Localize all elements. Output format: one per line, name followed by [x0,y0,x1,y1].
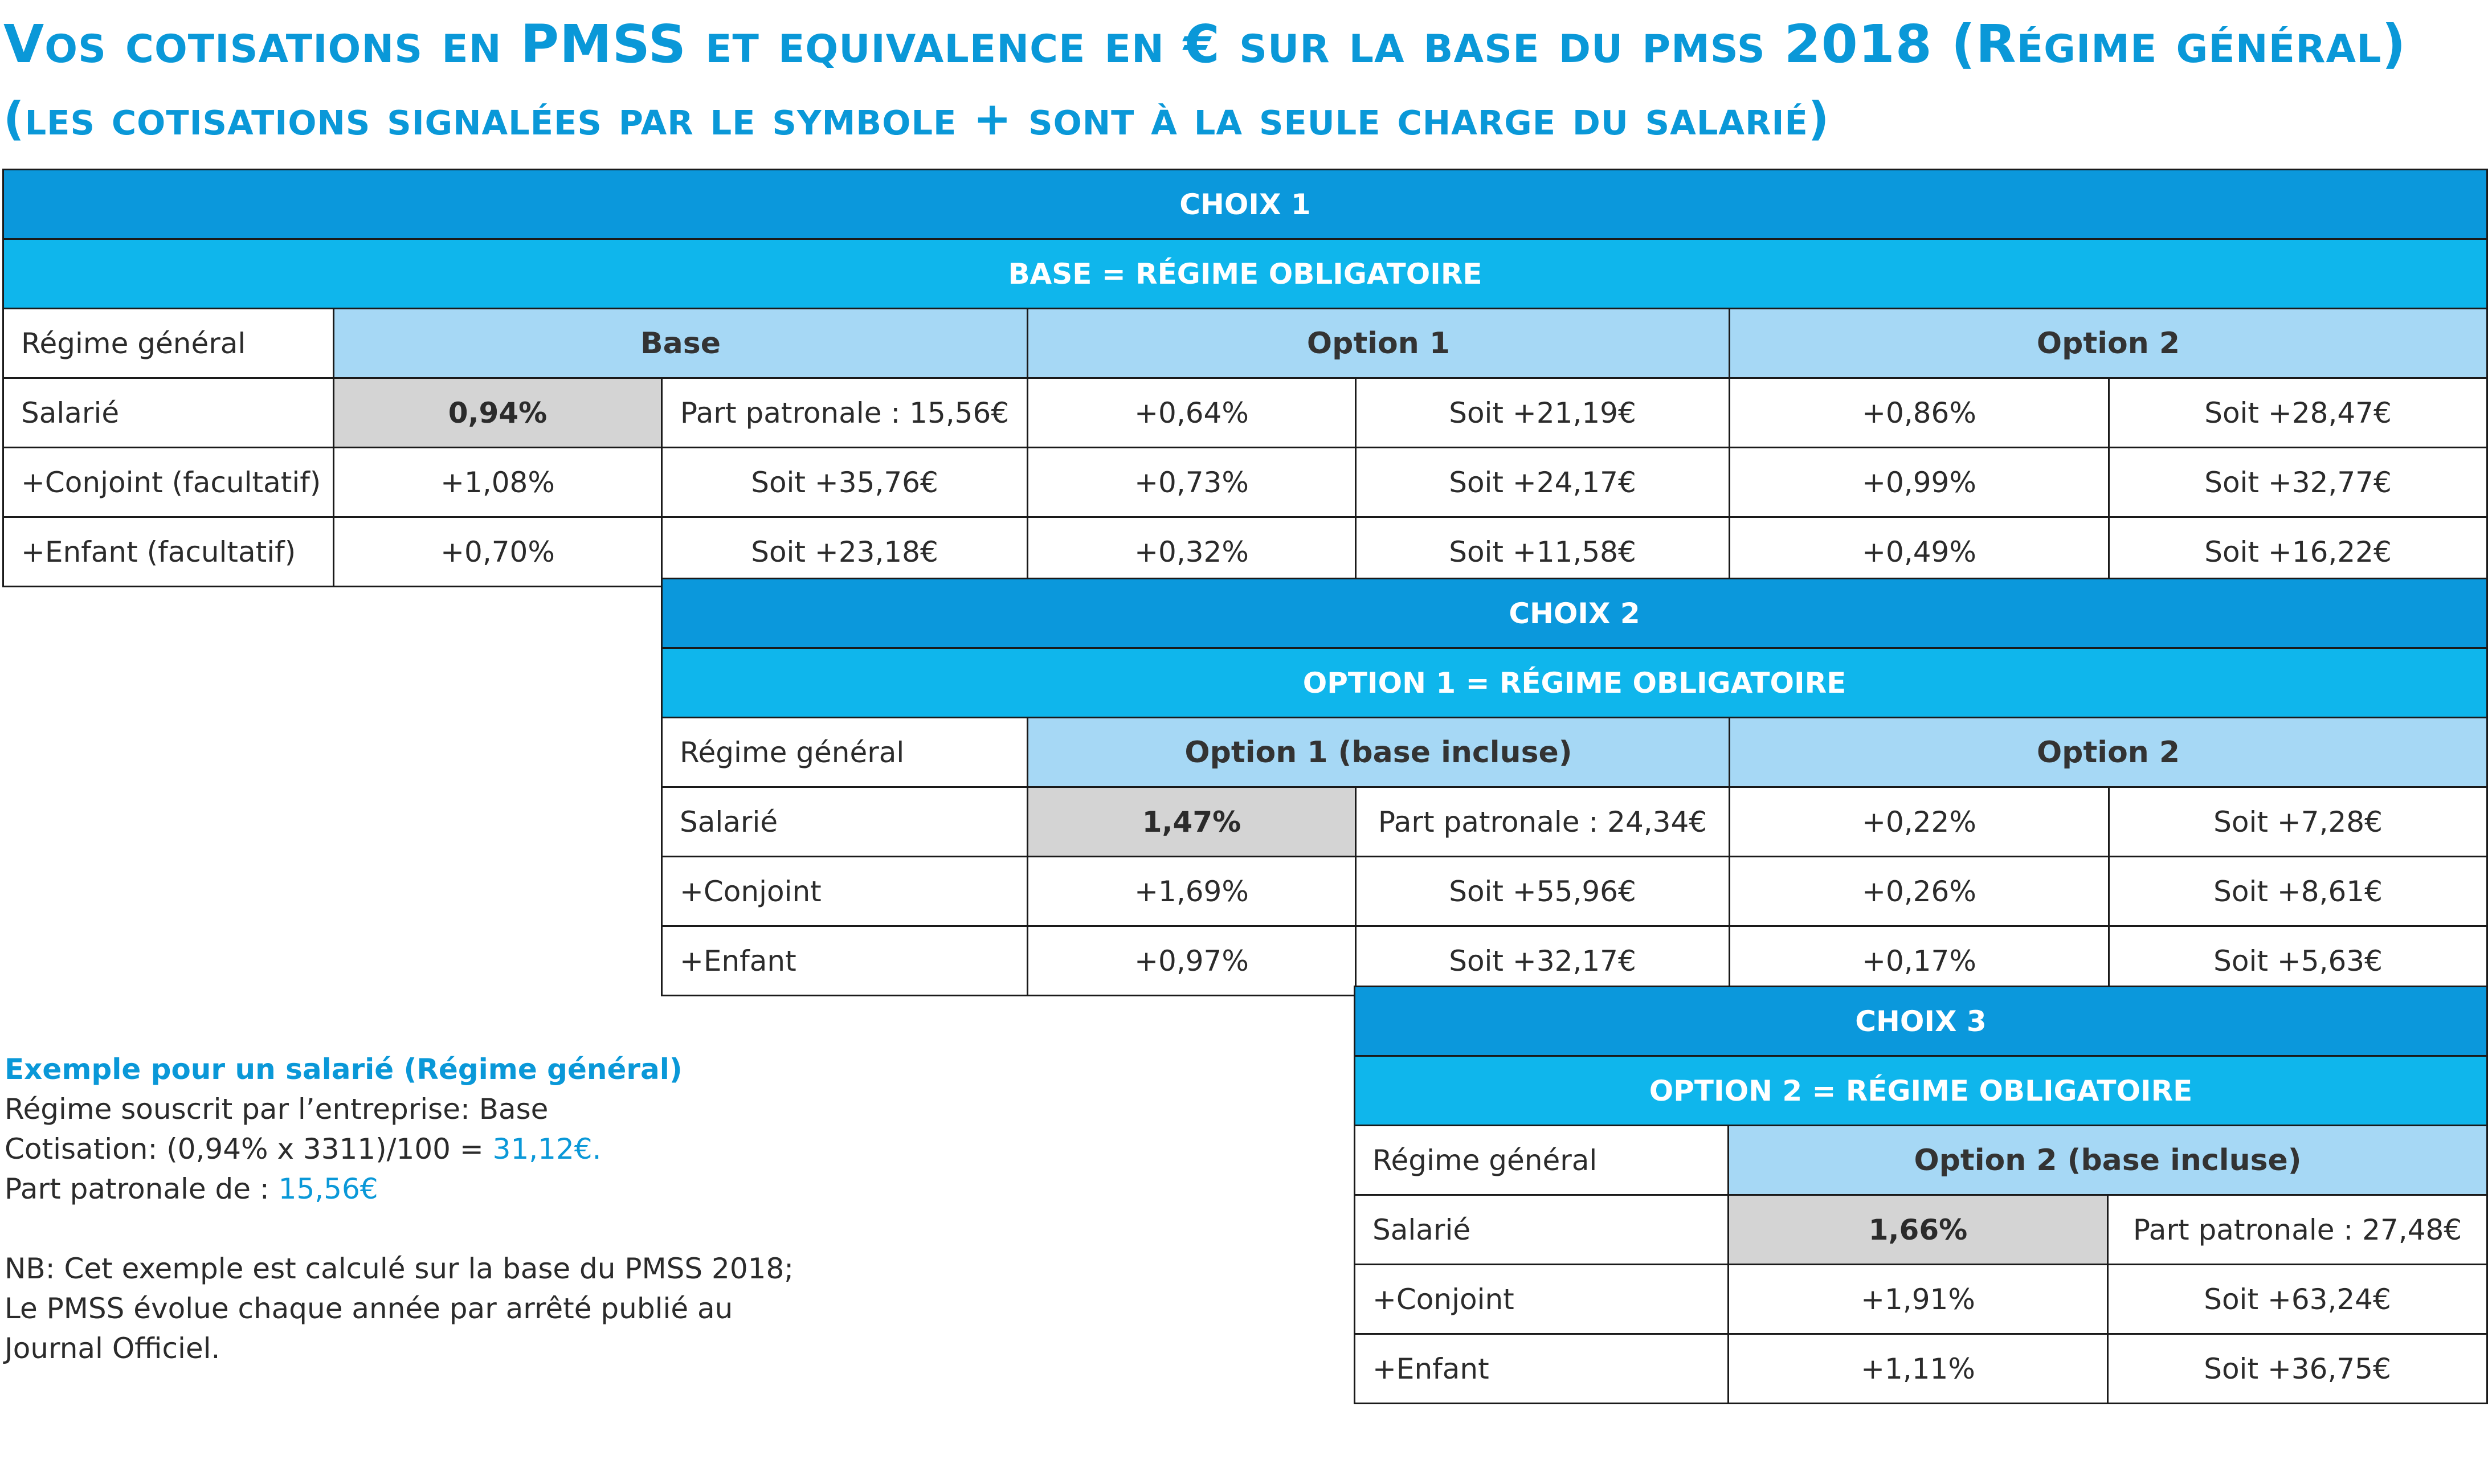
rate-cell: 0,94% [333,377,663,448]
amount-cell: Part patronale : 15,56€ [661,377,1028,448]
rate-cell: +0,70% [333,516,663,587]
rate-cell: 1,47% [1027,786,1357,857]
rate-cell: +1,08% [333,447,663,518]
table-row: Salarié 0,94% Part patronale : 15,56€ +0… [2,377,2488,448]
example-text: Part patronale de : [5,1172,279,1205]
example-value: 15,56€ [278,1172,378,1205]
table-row: +Enfant +1,11% Soit +36,75€ [1354,1333,2488,1404]
row-label: Salarié [1354,1194,1729,1265]
rate-cell: 1,66% [1727,1194,2109,1265]
amount-cell: Soit +11,58€ [1355,516,1730,587]
row-label: +Enfant [1354,1333,1729,1404]
example-value: 31,12€. [492,1133,602,1166]
amount-cell: Soit +24,17€ [1355,447,1730,518]
amount-cell: Part patronale : 24,34€ [1355,786,1730,857]
col-header-option2: Option 2 (base incluse) [1727,1125,2488,1196]
rate-cell: +0,22% [1729,786,2110,857]
row-label: Salarié [2,377,334,448]
row-label-header: Régime général [2,308,334,379]
choix3-table: CHOIX 3 OPTION 2 = RÉGIME OBLIGATOIRE Ré… [1353,986,2488,1404]
rate-cell: +1,11% [1727,1333,2109,1404]
choix2-table: CHOIX 2 OPTION 1 = RÉGIME OBLIGATOIRE Ré… [660,578,2488,996]
rate-cell: +0,49% [1729,516,2110,587]
row-label: +Conjoint [1354,1264,1729,1335]
choix2-subheader: OPTION 1 = RÉGIME OBLIGATOIRE [660,647,2488,718]
example-line: Cotisation: (0,94% x 3311)/100 = 31,12€. [5,1129,1286,1169]
table-row: +Conjoint +1,69% Soit +55,96€ +0,26% Soi… [661,856,2488,927]
col-header-base: Base [333,308,1028,379]
table-row: +Enfant (facultatif) +0,70% Soit +23,18€… [2,516,2488,587]
page-subtitle: (LES COTISATIONS SIGNALÉES PAR LE SYMBOL… [3,92,1830,145]
choix1-header: CHOIX 1 [2,169,2488,240]
row-label-header: Régime général [661,717,1028,788]
table-row: +Conjoint (facultatif) +1,08% Soit +35,7… [2,447,2488,518]
table-row: Salarié 1,47% Part patronale : 24,34€ +0… [661,786,2488,857]
amount-cell: Soit +63,24€ [2106,1264,2488,1335]
amount-cell: Soit +28,47€ [2108,377,2488,448]
amount-cell: Part patronale : 27,48€ [2106,1194,2488,1265]
example-note: NB: Cet exemple est calculé sur la base … [5,1249,1286,1368]
col-header-option2: Option 2 [1728,717,2488,788]
amount-cell: Soit +21,19€ [1355,377,1730,448]
note-line: Journal Officiel. [5,1332,220,1365]
amount-cell: Soit +8,61€ [2107,856,2488,927]
amount-cell: Soit +16,22€ [2108,516,2488,587]
col-header-option1: Option 1 (base incluse) [1027,717,1730,788]
choix2-header: CHOIX 2 [660,578,2488,649]
amount-cell: Soit +35,76€ [661,447,1028,518]
rate-cell: +0,97% [1027,925,1357,996]
row-label: +Conjoint (facultatif) [2,447,334,518]
amount-cell: Soit +55,96€ [1355,856,1730,927]
amount-cell: Soit +32,77€ [2108,447,2488,518]
rate-cell: +0,64% [1027,377,1357,448]
col-header-option2: Option 2 [1729,308,2488,379]
example-text: Cotisation: (0,94% x 3311)/100 = [5,1133,493,1166]
row-label: +Enfant [661,925,1028,996]
rate-cell: +0,32% [1027,516,1357,587]
rate-cell: +0,73% [1027,447,1357,518]
row-label: Salarié [661,786,1028,857]
col-header-option1: Option 1 [1027,308,1730,379]
choix3-header: CHOIX 3 [1353,986,2488,1057]
page-title: VOS COTISATIONS EN PMSS ET EQUIVALENCE E… [3,14,2407,75]
row-label: +Conjoint [661,856,1028,927]
amount-cell: Soit +36,75€ [2106,1333,2488,1404]
rate-cell: +0,26% [1729,856,2110,927]
example-line: Régime souscrit par l’entreprise: Base [5,1093,549,1126]
note-line: Le PMSS évolue chaque année par arrêté p… [5,1292,733,1325]
example-line: Part patronale de : 15,56€ [5,1169,1286,1209]
amount-cell: Soit +23,18€ [661,516,1028,587]
example-title: Exemple pour un salarié (Régime général) [5,1053,683,1086]
rate-cell: +1,91% [1727,1264,2109,1335]
amount-cell: Soit +7,28€ [2107,786,2488,857]
example-block: Exemple pour un salarié (Régime général)… [5,1049,1286,1368]
amount-cell: Soit +32,17€ [1355,925,1730,996]
rate-cell: +0,99% [1729,447,2110,518]
choix1-subheader: BASE = RÉGIME OBLIGATOIRE [2,238,2488,309]
rate-cell: +1,69% [1027,856,1357,927]
row-label: +Enfant (facultatif) [2,516,334,587]
choix1-table: CHOIX 1 BASE = RÉGIME OBLIGATOIRE Régime… [2,169,2488,587]
table-row: Salarié 1,66% Part patronale : 27,48€ [1354,1194,2488,1265]
table-row: +Conjoint +1,91% Soit +63,24€ [1354,1264,2488,1335]
row-label-header: Régime général [1354,1125,1729,1196]
note-line: NB: Cet exemple est calculé sur la base … [5,1252,794,1285]
rate-cell: +0,86% [1729,377,2110,448]
choix3-subheader: OPTION 2 = RÉGIME OBLIGATOIRE [1353,1055,2488,1126]
